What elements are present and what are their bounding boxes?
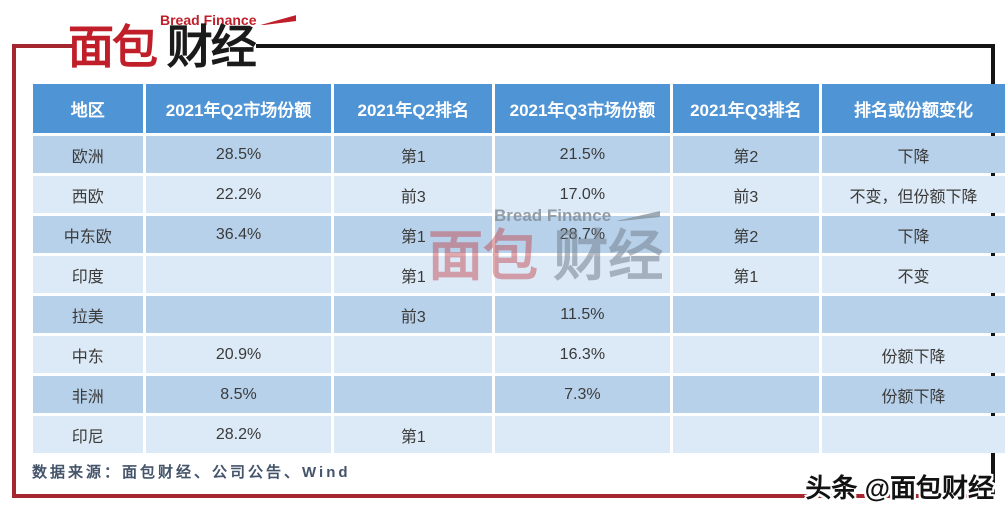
table-cell: 22.2% xyxy=(145,176,332,213)
frame-bottom-red-line xyxy=(12,494,995,498)
table-cell: 28.7% xyxy=(495,216,670,253)
table-cell: 8.5% xyxy=(145,376,332,413)
table-cell xyxy=(672,296,819,333)
table-cell: 第1 xyxy=(334,216,493,253)
table-cell: 西欧 xyxy=(33,176,143,213)
table-cell: 下降 xyxy=(821,216,1005,253)
table-cell: 11.5% xyxy=(495,296,670,333)
table-row: 非洲 8.5% 7.3% 份额下降 xyxy=(33,376,1005,413)
table-cell xyxy=(495,256,670,293)
table-row: 中东 20.9% 16.3% 份额下降 xyxy=(33,336,1005,373)
market-share-table: 地区 2021年Q2市场份额 2021年Q2排名 2021年Q3市场份额 202… xyxy=(30,81,1008,456)
table-cell xyxy=(334,336,493,373)
table-cell: 第1 xyxy=(334,416,493,453)
table-cell: 21.5% xyxy=(495,136,670,173)
table-cell: 中东 xyxy=(33,336,143,373)
table-cell: 第1 xyxy=(672,256,819,293)
header-cell-q3-rank: 2021年Q3排名 xyxy=(672,84,819,133)
table-cell xyxy=(145,296,332,333)
table-cell: 印度 xyxy=(33,256,143,293)
header-cell-change: 排名或份额变化 xyxy=(821,84,1005,133)
table-body: 欧洲 28.5% 第1 21.5% 第2 下降 西欧 22.2% 前3 17.0… xyxy=(33,136,1005,453)
header-cell-q3-share: 2021年Q3市场份额 xyxy=(495,84,670,133)
table-row: 拉美 前3 11.5% xyxy=(33,296,1005,333)
table-header: 地区 2021年Q2市场份额 2021年Q2排名 2021年Q3市场份额 202… xyxy=(33,84,1005,133)
table-cell: 前3 xyxy=(672,176,819,213)
table-cell xyxy=(495,416,670,453)
toutiao-watermark: 头条 @面包财经 xyxy=(805,473,994,503)
table-cell: 28.5% xyxy=(145,136,332,173)
table-row: 中东欧 36.4% 第1 28.7% 第2 下降 xyxy=(33,216,1005,253)
table-cell: 36.4% xyxy=(145,216,332,253)
table-row: 西欧 22.2% 前3 17.0% 前3 不变，但份额下降 xyxy=(33,176,1005,213)
table-cell: 第2 xyxy=(672,216,819,253)
table-cell: 不变，但份额下降 xyxy=(821,176,1005,213)
header-cell-region: 地区 xyxy=(33,84,143,133)
frame-left-red-line xyxy=(12,44,16,498)
table-cell: 前3 xyxy=(334,296,493,333)
table-cell: 第1 xyxy=(334,136,493,173)
brand-logo: Bread Finance 面包 财经 xyxy=(60,2,297,78)
table-row: 印度 第1 第1 不变 xyxy=(33,256,1005,293)
table-cell xyxy=(821,416,1005,453)
brand-zh-dark-text: 财经 xyxy=(166,21,257,73)
table-cell xyxy=(334,376,493,413)
table-cell: 拉美 xyxy=(33,296,143,333)
brand-logo-en: Bread Finance xyxy=(160,12,297,28)
table-cell: 第2 xyxy=(672,136,819,173)
table-cell: 下降 xyxy=(821,136,1005,173)
table-cell xyxy=(672,416,819,453)
table-cell: 中东欧 xyxy=(33,216,143,253)
table-cell: 第1 xyxy=(334,256,493,293)
frame-top-red-line xyxy=(12,44,74,48)
header-cell-q2-share: 2021年Q2市场份额 xyxy=(145,84,332,133)
table-cell: 前3 xyxy=(334,176,493,213)
table-cell: 份额下降 xyxy=(821,336,1005,373)
table-cell: 欧洲 xyxy=(33,136,143,173)
table-cell: 17.0% xyxy=(495,176,670,213)
table-cell: 不变 xyxy=(821,256,1005,293)
table-cell xyxy=(672,336,819,373)
header-row: 地区 2021年Q2市场份额 2021年Q2排名 2021年Q3市场份额 202… xyxy=(33,84,1005,133)
brand-en-text: Bread Finance xyxy=(160,12,257,28)
header-cell-q2-rank: 2021年Q2排名 xyxy=(334,84,493,133)
table-cell xyxy=(821,296,1005,333)
table-cell: 份额下降 xyxy=(821,376,1005,413)
table-cell: 非洲 xyxy=(33,376,143,413)
table-cell: 印尼 xyxy=(33,416,143,453)
brand-zh-red-text: 面包 xyxy=(68,21,158,73)
table-cell: 16.3% xyxy=(495,336,670,373)
data-source-note: 数据来源：面包财经、公司公告、Wind xyxy=(32,464,351,481)
table-cell: 20.9% xyxy=(145,336,332,373)
brand-swoosh-icon xyxy=(260,15,297,25)
table-row: 印尼 28.2% 第1 xyxy=(33,416,1005,453)
table-cell: 28.2% xyxy=(145,416,332,453)
brand-logo-zh: 面包 财经 xyxy=(68,21,257,73)
frame-top-black-line xyxy=(256,44,995,48)
table-cell: 7.3% xyxy=(495,376,670,413)
table-cell xyxy=(672,376,819,413)
table-row: 欧洲 28.5% 第1 21.5% 第2 下降 xyxy=(33,136,1005,173)
table-cell xyxy=(145,256,332,293)
